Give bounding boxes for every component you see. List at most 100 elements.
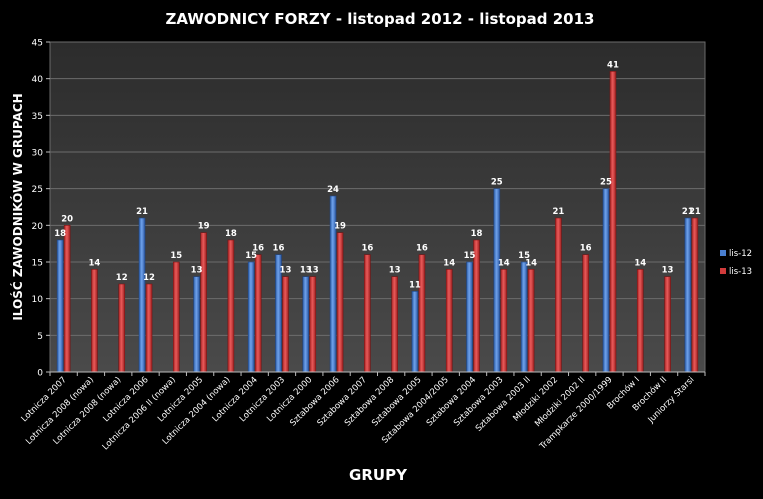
data-label: 13 [662, 266, 674, 276]
legend-label: lis-13 [729, 267, 752, 277]
bar-lis-13 [418, 254, 426, 373]
data-label: 13 [389, 266, 401, 276]
bar-lis-13 [555, 217, 562, 373]
data-label: 12 [116, 273, 128, 283]
data-label: 14 [498, 258, 510, 268]
data-label: 24 [327, 185, 339, 195]
bar-lis-12 [684, 217, 692, 373]
bar-lis-13 [282, 276, 289, 373]
bar-lis-13 [118, 283, 126, 373]
data-label: 18 [225, 229, 237, 239]
data-label: 15 [518, 251, 530, 261]
data-label: 16 [361, 244, 373, 254]
bar-lis-13 [91, 269, 98, 373]
y-tick-label: 20 [32, 222, 44, 232]
bar-lis-13 [145, 283, 153, 373]
data-label: 19 [334, 222, 346, 232]
y-tick-label: 35 [32, 112, 43, 122]
legend-label: lis-12 [729, 249, 752, 259]
bar-lis-13 [200, 232, 207, 373]
legend-swatch-lis-12 [720, 250, 726, 256]
bar-lis-12 [493, 188, 501, 373]
y-axis-ticks: 0 5 10 15 20 25 30 35 40 45 [32, 39, 50, 379]
bar-lis-12 [302, 276, 310, 373]
bar-lis-12 [520, 261, 528, 373]
data-label: 13 [307, 266, 319, 276]
data-label: 15 [170, 251, 182, 261]
legend: lis-12 lis-13 [720, 249, 752, 277]
gridlines [50, 41, 705, 336]
data-label: 14 [89, 258, 101, 268]
bar-lis-12 [56, 239, 64, 373]
data-label: 13 [280, 266, 292, 276]
data-label: 11 [409, 280, 421, 290]
bar-lis-13 [391, 276, 398, 373]
data-label: 41 [607, 60, 619, 70]
bar-lis-12 [411, 291, 419, 373]
bar-lis-13 [636, 269, 644, 373]
bar-lis-13 [336, 232, 344, 373]
y-tick-label: 45 [32, 39, 43, 49]
y-tick-label: 5 [37, 332, 43, 342]
bar-lis-13 [364, 254, 371, 373]
x-tick-label: Sztabowa 2004 [425, 375, 478, 428]
y-tick-label: 30 [32, 149, 44, 159]
bar-lis-13 [527, 269, 535, 373]
bar-lis-12 [138, 217, 146, 373]
bar-lis-13 [582, 254, 589, 373]
data-label: 16 [252, 244, 264, 254]
bar-lis-13 [609, 71, 617, 373]
data-label: 16 [580, 244, 592, 254]
data-label: 16 [273, 244, 285, 254]
x-tick-label: Sztabowa 2006 [288, 375, 341, 428]
bar-lis-13 [309, 276, 317, 373]
bar-lis-13 [500, 269, 508, 373]
y-tick-label: 10 [32, 295, 44, 305]
data-label: 18 [471, 229, 483, 239]
data-label: 19 [198, 222, 210, 232]
y-tick-label: 25 [32, 185, 43, 195]
bar-lis-13 [173, 261, 180, 373]
data-label: 21 [136, 207, 148, 217]
x-tick-label: Sztabowa 2003 [452, 375, 505, 428]
legend-swatch-lis-13 [720, 268, 726, 274]
data-label: 13 [300, 266, 312, 276]
data-label: 14 [443, 258, 455, 268]
x-axis-title: GRUPY [349, 466, 408, 484]
data-label: 15 [464, 251, 476, 261]
y-tick-label: 40 [32, 75, 44, 85]
bar-lis-13 [63, 225, 71, 373]
x-tick-label: Lotnicza 2007 [20, 375, 69, 424]
y-tick-label: 0 [37, 369, 43, 379]
data-label: 15 [245, 251, 257, 261]
x-tick-label: Sztabowa 2005 [370, 375, 423, 428]
bar-lis-13 [691, 217, 699, 373]
plot-area [49, 41, 706, 373]
x-tick-label: Sztabowa 2008 [343, 375, 396, 428]
bar-lis-13 [254, 254, 262, 373]
data-label: 13 [191, 266, 203, 276]
data-label: 25 [491, 178, 503, 188]
data-label: 21 [682, 207, 694, 217]
data-label: 21 [552, 207, 564, 217]
bar-lis-12 [466, 261, 473, 373]
data-label: 21 [689, 207, 701, 217]
bars [50, 71, 705, 373]
bar-lis-12 [193, 276, 200, 373]
data-label: 25 [600, 178, 612, 188]
data-label: 20 [61, 214, 73, 224]
bar-lis-12 [602, 188, 610, 373]
bar-lis-13 [664, 276, 671, 373]
chart-title: ZAWODNICY FORZY - listopad 2012 - listop… [166, 10, 595, 28]
data-label: 14 [525, 258, 537, 268]
y-tick-label: 15 [32, 259, 43, 269]
data-label: 12 [143, 273, 155, 283]
y-axis-title: ILOŚĆ ZAWODNIKÓW W GRUPACH [10, 93, 25, 320]
data-label: 18 [54, 229, 66, 239]
x-tick-label: Sztabowa 2007 [316, 375, 369, 428]
bar-lis-13 [445, 269, 453, 373]
